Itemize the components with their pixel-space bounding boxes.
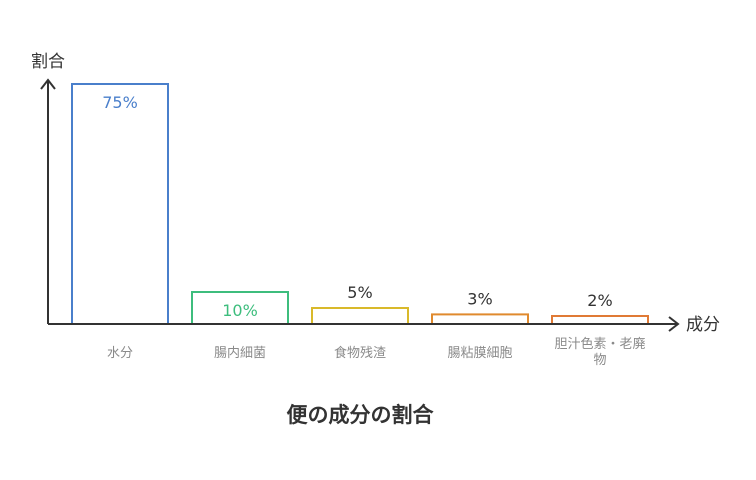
category-label: 腸粘膜細胞	[447, 346, 512, 361]
bar	[431, 313, 529, 325]
bar	[71, 83, 169, 325]
category-label: 胆汁色素・老廃	[554, 336, 645, 352]
bars-group	[71, 83, 649, 325]
value-label: 2%	[587, 291, 612, 310]
value-labels-group: 75% 10% 5% 3% 2%	[102, 93, 612, 320]
y-axis-arrow-icon	[40, 78, 56, 90]
category-label: 水分	[107, 346, 133, 361]
chart-title: 便の成分の割合	[287, 403, 435, 427]
category-label: 食物残渣	[334, 345, 386, 361]
value-label: 75%	[102, 93, 138, 112]
category-label: 物	[593, 353, 606, 368]
value-label: 10%	[222, 301, 258, 320]
category-label: 腸内細菌	[214, 345, 266, 361]
x-axis-arrow-icon	[668, 316, 680, 332]
value-label: 5%	[347, 283, 372, 302]
y-axis-label: 割合	[31, 52, 65, 72]
value-label: 3%	[467, 289, 492, 308]
category-labels-group: 水分 腸内細菌 食物残渣 腸粘膜細胞 胆汁色素・老廃物	[107, 336, 646, 368]
bar	[311, 307, 409, 325]
bar	[551, 315, 649, 325]
x-axis-label: 成分	[686, 315, 720, 335]
